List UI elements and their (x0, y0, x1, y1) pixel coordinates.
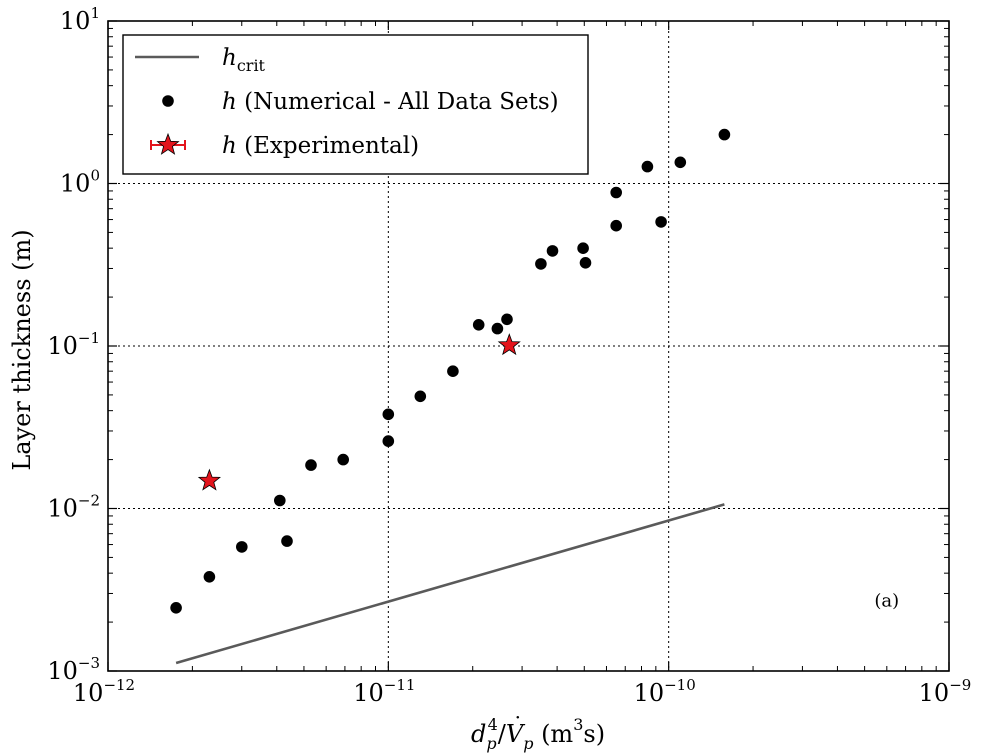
plot-frame (107, 20, 950, 672)
y-axis-ticks: 10−3 10−2 10−1 100 101 (47, 4, 949, 685)
x-axis-ticks: 10−12 10−11 10−10 10−9 (73, 21, 971, 707)
series-line-hcrit (175, 503, 725, 665)
numerical-data-point (610, 186, 622, 199)
numerical-data-point (535, 258, 547, 270)
numerical-data-point (472, 319, 485, 331)
x-title-sub-vp: p (523, 734, 533, 753)
legend-circle-marker (162, 95, 174, 107)
v-dot: · (515, 705, 521, 729)
numerical-data-point (579, 257, 592, 269)
x-title-d: d (471, 720, 486, 748)
experimental-data-point (497, 333, 521, 356)
legend-entry-hcrit: hcrit (222, 45, 266, 75)
numerical-data-point (610, 219, 622, 232)
legend-star-marker (150, 132, 186, 155)
y-tick-label: 10−1 (47, 329, 100, 360)
numerical-data-point (305, 459, 317, 471)
numerical-data-point (447, 365, 459, 378)
numerical-data-point (170, 602, 182, 614)
panel-annotation: (a) (874, 590, 899, 611)
x-title-units-open: (m (533, 720, 573, 748)
svg-text:dp4/Vp (m3s): dp4/Vp (m3s) (471, 715, 605, 753)
y-tick-label: 100 (60, 167, 100, 198)
numerical-data-point (382, 435, 395, 447)
x-title-units-sup: 3 (573, 715, 583, 734)
numerical-data-point (491, 322, 504, 335)
grid-lines (108, 21, 949, 671)
numerical-data-point (718, 128, 731, 141)
x-tick-label: 10−9 (919, 676, 972, 707)
x-title-v: V (506, 720, 526, 748)
x-tick-label: 10−12 (73, 676, 135, 707)
experimental-data-point (197, 468, 221, 491)
numerical-data-point (655, 216, 667, 228)
x-title-sup-4: 4 (488, 715, 498, 734)
x-title-sub-p: p (486, 734, 496, 753)
x-title-slash: / (498, 720, 507, 748)
x-title-units-close: s) (583, 720, 605, 748)
chart-series (170, 128, 731, 665)
numerical-data-point (236, 541, 248, 553)
legend-box (122, 34, 589, 175)
numerical-data-point (281, 535, 293, 547)
x-tick-label: 10−11 (353, 676, 415, 707)
numerical-data-point (501, 313, 513, 326)
y-tick-label: 101 (60, 4, 100, 35)
panel-label: (a) (874, 590, 899, 611)
numerical-data-point (674, 156, 687, 169)
numerical-data-point (546, 245, 559, 257)
legend-entry-experimental: h (Experimental) (222, 133, 419, 159)
numerical-data-point (577, 242, 589, 254)
legend: hcrit h (Numerical - All Data Sets) h (E… (122, 34, 589, 175)
numerical-data-point (382, 408, 395, 421)
y-tick-label: 10−3 (47, 654, 100, 685)
numerical-data-point (337, 453, 350, 466)
numerical-data-point (203, 571, 216, 583)
numerical-data-point (414, 390, 427, 403)
x-axis-title: dp4/Vp (m3s) · (471, 705, 605, 753)
y-tick-label: 10−2 (47, 492, 100, 523)
numerical-data-point (274, 494, 286, 507)
x-tick-label: 10−10 (634, 676, 696, 707)
legend-entry-numerical: h (Numerical - All Data Sets) (222, 89, 559, 115)
y-axis-title: Layer thickness (m) (8, 229, 36, 470)
numerical-data-point (641, 160, 654, 173)
